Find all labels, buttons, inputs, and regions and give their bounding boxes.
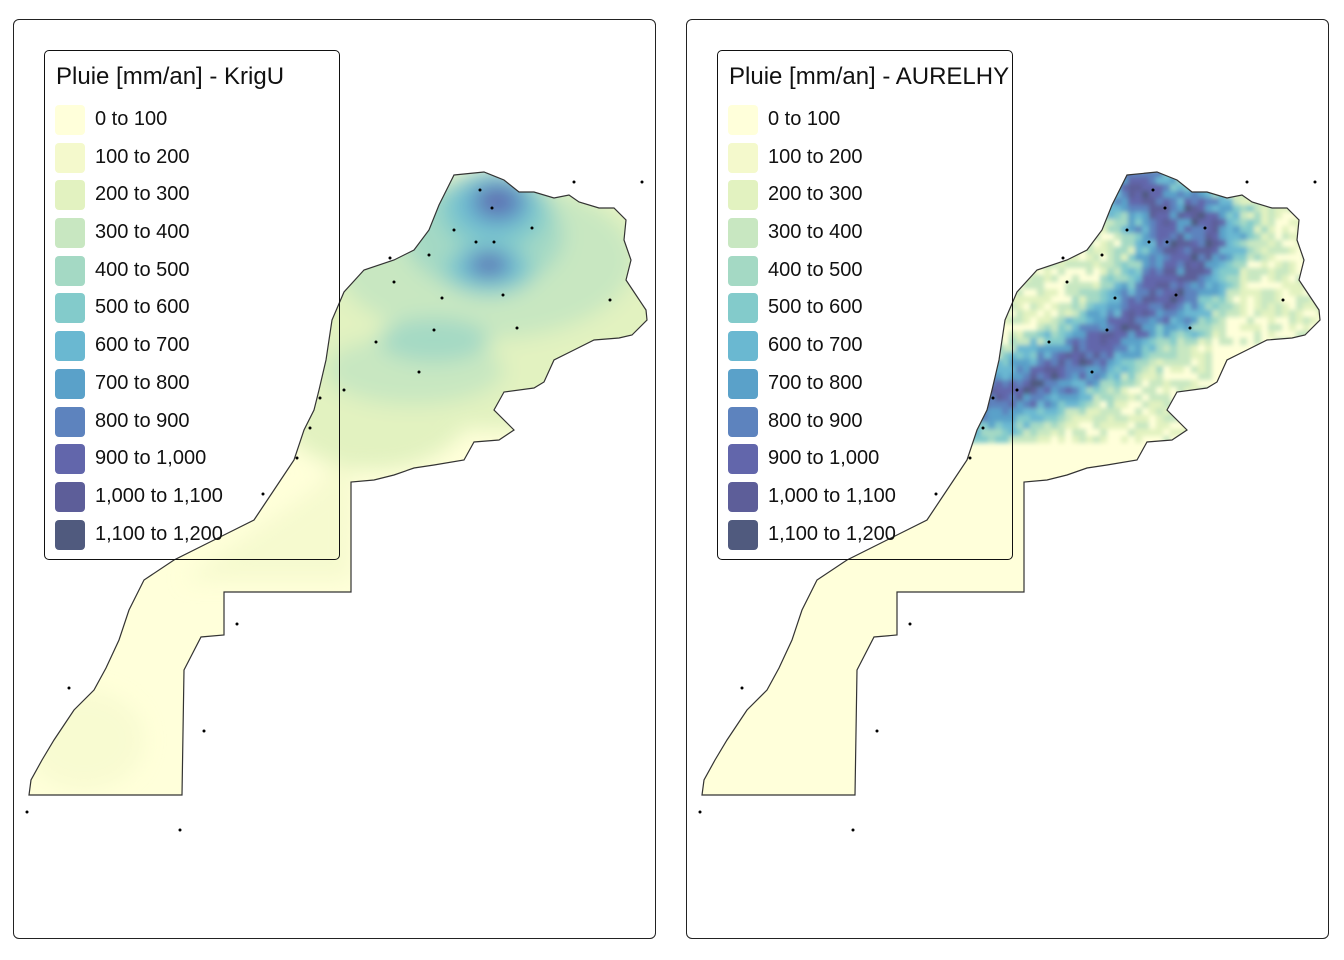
legend-swatch bbox=[728, 105, 758, 135]
legend-swatch bbox=[728, 255, 758, 286]
legend-label: 300 to 400 bbox=[768, 221, 863, 244]
station-markers bbox=[698, 180, 1317, 832]
legend-swatch bbox=[55, 255, 85, 286]
legend-label: 800 to 900 bbox=[95, 409, 190, 432]
legend-label: 1,000 to 1,100 bbox=[95, 484, 223, 507]
legend-label: 600 to 700 bbox=[95, 334, 190, 357]
legend-label: 1,000 to 1,100 bbox=[768, 484, 896, 507]
legend-swatch bbox=[728, 481, 758, 512]
legend-label: 200 to 300 bbox=[768, 183, 863, 206]
map-aurelhy bbox=[698, 171, 1321, 832]
legend-label: 600 to 700 bbox=[768, 334, 863, 357]
legend-swatch bbox=[728, 406, 758, 437]
map-krigu bbox=[25, 171, 648, 832]
legend-swatch bbox=[728, 142, 758, 173]
legend-label: 100 to 200 bbox=[95, 145, 190, 168]
legend-swatch bbox=[55, 218, 85, 249]
legend-label: 100 to 200 bbox=[768, 145, 863, 168]
legend-label: 200 to 300 bbox=[95, 183, 190, 206]
legend-label: 300 to 400 bbox=[95, 221, 190, 244]
legend-aurelhy: Pluie [mm/an] - AURELHY 0 to 100 100 to 2… bbox=[717, 50, 1013, 560]
legend-label: 1,100 to 1,200 bbox=[768, 522, 896, 545]
legend-label: 900 to 1,000 bbox=[95, 447, 207, 470]
legend-swatch bbox=[55, 519, 85, 550]
legend-krigu: Pluie [mm/an] - KrigU 0 to 100 100 to 200… bbox=[44, 50, 340, 560]
legend-label: 400 to 500 bbox=[95, 258, 190, 281]
legend-swatch bbox=[728, 293, 758, 324]
legend-swatch bbox=[55, 180, 85, 211]
legend-swatch bbox=[55, 142, 85, 173]
legend-swatch bbox=[55, 444, 85, 475]
legend-swatch bbox=[728, 368, 758, 399]
legend-label: 500 to 600 bbox=[95, 296, 190, 319]
legend-swatch bbox=[55, 105, 85, 135]
station-markers bbox=[25, 180, 644, 832]
legend-swatch bbox=[728, 444, 758, 475]
legend-swatch bbox=[728, 331, 758, 362]
legend-label: 900 to 1,000 bbox=[768, 447, 880, 470]
map-panel-aurelhy: Pluie [mm/an] - AURELHY 0 to 100 100 to 2… bbox=[686, 19, 1329, 939]
legend-label: 500 to 600 bbox=[768, 296, 863, 319]
legend-label: 0 to 100 bbox=[95, 108, 168, 130]
legend-label: 1,100 to 1,200 bbox=[95, 522, 223, 545]
legend-swatch bbox=[728, 180, 758, 211]
legend-title: Pluie [mm/an] - KrigU bbox=[56, 63, 285, 90]
legend-label: 400 to 500 bbox=[768, 258, 863, 281]
legend-label: 700 to 800 bbox=[95, 371, 190, 394]
legend-swatch bbox=[728, 218, 758, 249]
legend-label: 800 to 900 bbox=[768, 409, 863, 432]
legend-swatch bbox=[55, 368, 85, 399]
legend-swatch bbox=[55, 293, 85, 324]
legend-swatch bbox=[55, 331, 85, 362]
legend-swatch bbox=[55, 406, 85, 437]
map-panel-krigu: Pluie [mm/an] - KrigU 0 to 100 100 to 200… bbox=[13, 19, 656, 939]
legend-label: 0 to 100 bbox=[768, 108, 841, 130]
legend-label: 700 to 800 bbox=[768, 371, 863, 394]
legend-swatch bbox=[55, 481, 85, 512]
legend-title: Pluie [mm/an] - AURELHY bbox=[729, 63, 1010, 90]
legend-swatch bbox=[728, 519, 758, 550]
